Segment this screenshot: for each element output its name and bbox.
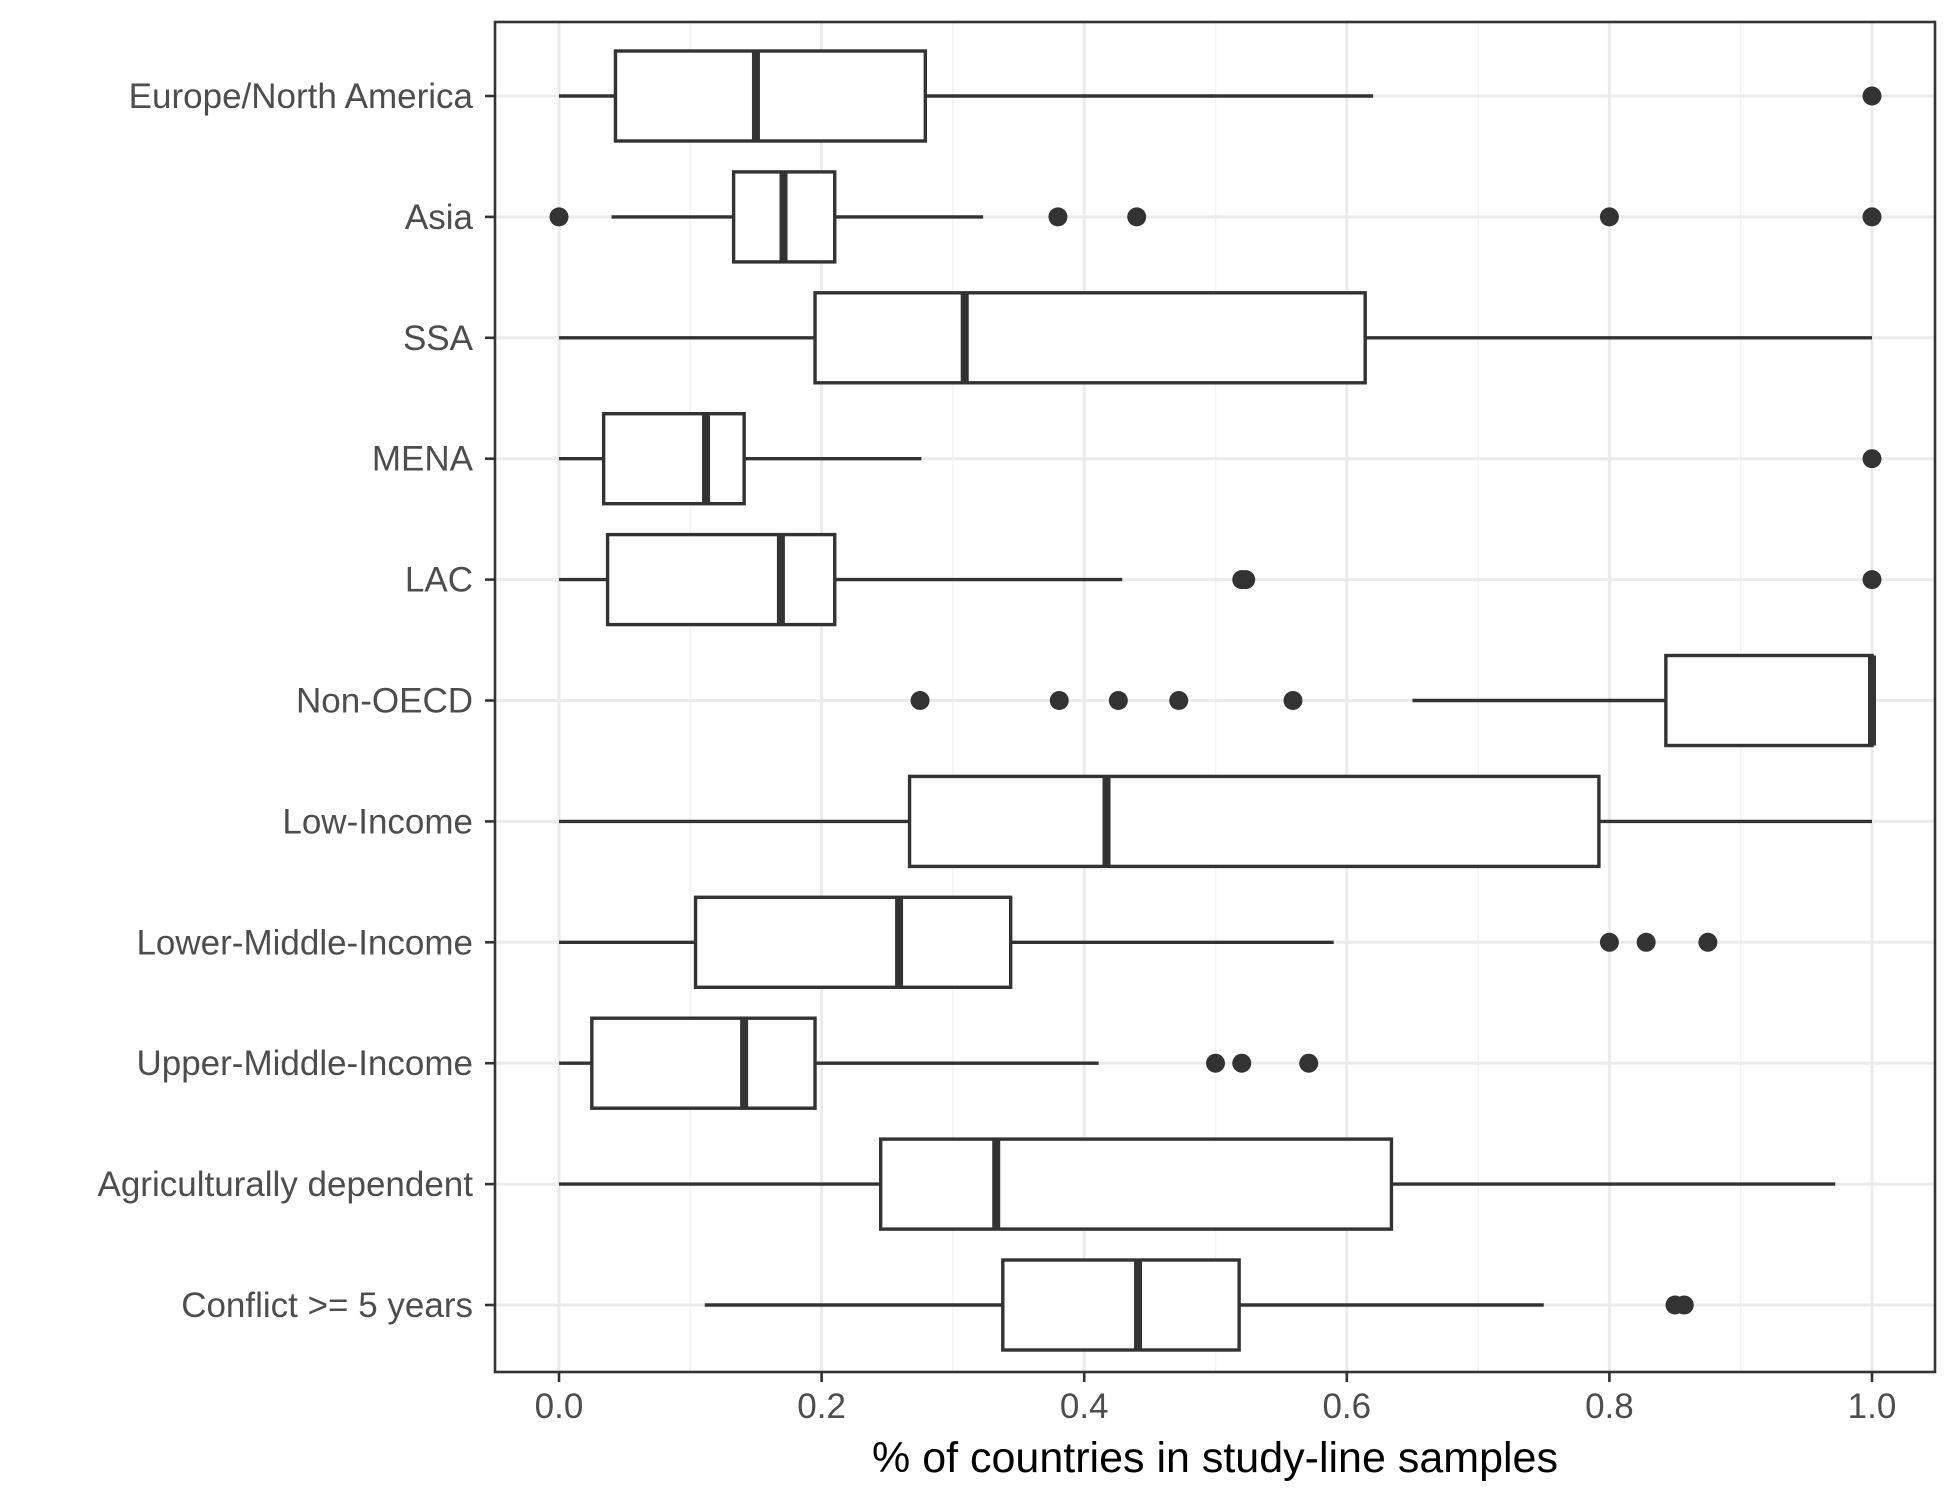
outlier-point [1862, 86, 1882, 106]
outlier-point [1169, 691, 1189, 710]
x-tick-label: 0.2 [797, 1387, 846, 1426]
outlier-point [1127, 207, 1147, 227]
box-group [549, 170, 1882, 264]
y-tick-label: Conflict >= 5 years [181, 1286, 473, 1325]
x-tick-label: 0.8 [1585, 1387, 1634, 1426]
box-group [559, 291, 1872, 385]
outlier-point [1862, 449, 1882, 469]
iqr-box [613, 49, 928, 143]
iqr-box [1001, 1258, 1241, 1352]
box-group [910, 653, 1876, 748]
iqr-box [601, 412, 746, 506]
box-group [559, 895, 1718, 989]
y-tick-label: LAC [405, 561, 473, 600]
box-group [559, 1016, 1319, 1110]
iqr-box [878, 1137, 1394, 1231]
y-tick-label: SSA [403, 319, 474, 358]
outlier-point [1049, 691, 1069, 710]
box-group [559, 412, 1882, 506]
box-group [704, 1258, 1694, 1352]
outlier-point [1108, 691, 1128, 710]
boxplot-series [549, 49, 1882, 1352]
outlier-point [1862, 570, 1882, 590]
box-group [559, 774, 1872, 869]
box-group [559, 49, 1882, 143]
outlier-point [1048, 207, 1068, 227]
iqr-box [1664, 653, 1874, 748]
y-tick-label: Low-Income [282, 802, 473, 841]
outlier-point [1599, 932, 1619, 952]
x-axis-title: % of countries in study-line samples [872, 1434, 1558, 1482]
x-tick-label: 0.4 [1060, 1387, 1109, 1426]
y-tick-label: Agriculturally dependent [97, 1165, 473, 1204]
outlier-point [1232, 1053, 1252, 1073]
y-tick-label: MENA [372, 440, 474, 479]
iqr-box [605, 532, 837, 627]
outlier-point [1206, 1053, 1225, 1073]
x-tick-label: 1.0 [1848, 1387, 1897, 1426]
plot-panel-border [493, 20, 1937, 1374]
box-group [559, 1137, 1836, 1231]
iqr-box [590, 1016, 817, 1110]
outlier-point [1698, 932, 1718, 952]
y-tick-label: Upper-Middle-Income [136, 1044, 473, 1083]
y-tick-label: Non-OECD [296, 682, 473, 721]
y-tick-label: Lower-Middle-Income [136, 923, 473, 962]
outlier-point [1299, 1053, 1319, 1073]
outlier-point [549, 207, 569, 227]
outlier-point [1674, 1295, 1694, 1315]
iqr-box [907, 774, 1601, 869]
outlier-point [910, 691, 930, 710]
iqr-box [813, 291, 1367, 385]
outlier-point [1236, 570, 1256, 590]
outlier-point [1599, 207, 1619, 227]
x-tick-label: 0.0 [535, 1387, 584, 1426]
y-tick-label: Europe/North America [129, 77, 474, 116]
y-axis: Europe/North America Asia SSA MENA LAC Non-OE… [97, 77, 495, 1325]
box-group [559, 532, 1882, 627]
iqr-box [693, 895, 1013, 989]
outlier-point [1283, 691, 1303, 710]
y-tick-label: Asia [405, 198, 474, 237]
x-axis: 0.0 0.2 0.4 0.6 0.8 1.0 [535, 1372, 1897, 1426]
outlier-point [1636, 932, 1656, 952]
x-tick-label: 0.6 [1322, 1387, 1371, 1426]
outlier-point [1862, 207, 1882, 227]
